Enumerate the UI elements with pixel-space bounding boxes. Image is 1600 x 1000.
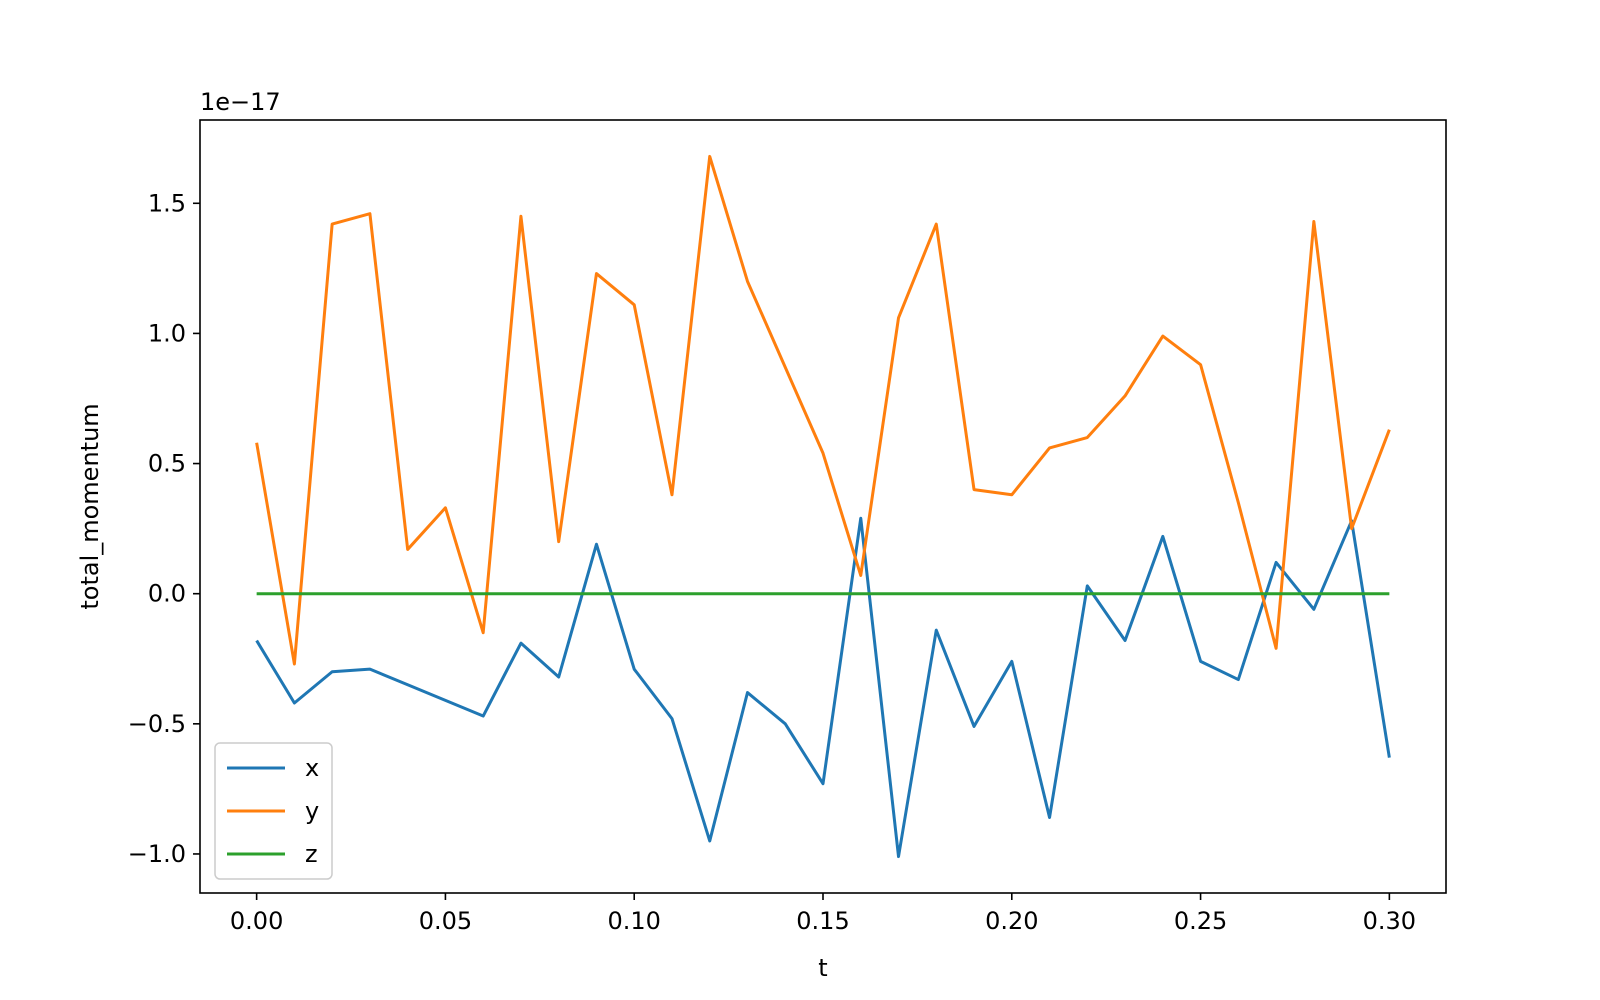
x-tick-label: 0.10 — [607, 907, 660, 935]
y-tick-label: 1.5 — [148, 189, 186, 217]
x-tick-label: 0.20 — [985, 907, 1038, 935]
legend-label-z: z — [305, 840, 318, 868]
y-offset-label: 1e−17 — [200, 88, 281, 116]
y-tick-label: −0.5 — [128, 710, 186, 738]
legend-label-x: x — [305, 754, 319, 782]
series-line-y — [255, 154, 1391, 666]
x-tick-label: 0.30 — [1363, 907, 1416, 935]
series-layer — [255, 154, 1391, 859]
x-tick-label: 0.05 — [419, 907, 472, 935]
y-tick-label: −1.0 — [128, 840, 186, 868]
x-axis-ticks: 0.00 0.05 0.10 0.15 0.20 0.25 0.30 — [230, 893, 1416, 935]
x-axis-label: t — [818, 954, 827, 982]
y-tick-label: 1.0 — [148, 319, 186, 347]
y-tick-label: 0.5 — [148, 450, 186, 478]
y-axis-label: total_momentum — [76, 403, 104, 609]
y-axis-ticks: −1.0 −0.5 0.0 0.5 1.0 1.5 — [128, 189, 200, 868]
x-tick-label: 0.00 — [230, 907, 283, 935]
legend-label-y: y — [305, 797, 319, 825]
series-line-x — [255, 516, 1391, 859]
y-tick-label: 0.0 — [148, 580, 186, 608]
x-tick-label: 0.25 — [1174, 907, 1227, 935]
legend: xyz — [214, 742, 333, 880]
x-tick-label: 0.15 — [796, 907, 849, 935]
